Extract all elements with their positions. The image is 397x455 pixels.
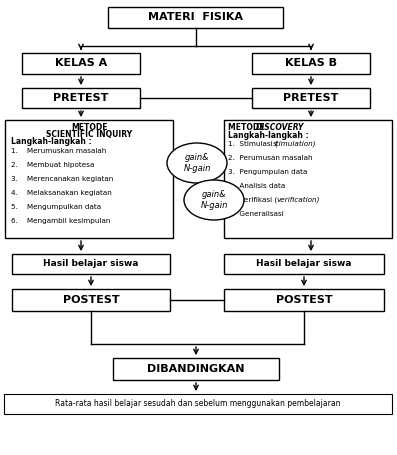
Bar — [224, 289, 384, 311]
Text: KELAS B: KELAS B — [285, 59, 337, 69]
Text: POSTEST: POSTEST — [63, 295, 119, 305]
Text: DISCOVERY: DISCOVERY — [256, 122, 304, 131]
Text: METODE: METODE — [71, 122, 107, 131]
Bar — [22, 88, 140, 108]
Text: 3.    Merencanakan kegiatan: 3. Merencanakan kegiatan — [11, 176, 113, 182]
Text: 2.    Membuat hipotesa: 2. Membuat hipotesa — [11, 162, 94, 168]
Bar — [113, 358, 279, 380]
Text: DIBANDINGKAN: DIBANDINGKAN — [147, 364, 245, 374]
Text: 4.    Melaksanakan kegiatan: 4. Melaksanakan kegiatan — [11, 190, 112, 196]
Text: Hasil belajar siswa: Hasil belajar siswa — [43, 259, 139, 268]
Text: 5.  Verifikasi (: 5. Verifikasi ( — [228, 197, 277, 203]
Text: 4.  Analisis data: 4. Analisis data — [228, 183, 285, 189]
Text: 3.  Pengumpulan data: 3. Pengumpulan data — [228, 169, 307, 175]
Text: KELAS A: KELAS A — [55, 59, 107, 69]
Text: Rata-rata hasil belajar sesudah dan sebelum menggunakan pembelajaran: Rata-rata hasil belajar sesudah dan sebe… — [55, 399, 341, 409]
Ellipse shape — [184, 180, 244, 220]
Text: POSTEST: POSTEST — [276, 295, 332, 305]
Bar — [12, 289, 170, 311]
Bar — [252, 88, 370, 108]
Text: Langkah-langkah :: Langkah-langkah : — [228, 131, 308, 140]
Text: 2.  Perumusan masalah: 2. Perumusan masalah — [228, 155, 312, 161]
Bar — [12, 254, 170, 274]
Text: PRETEST: PRETEST — [283, 93, 339, 103]
Text: 6.  Generalisasi: 6. Generalisasi — [228, 211, 284, 217]
Text: MATERI  FISIKA: MATERI FISIKA — [148, 12, 243, 22]
Ellipse shape — [167, 143, 227, 183]
Text: 1.  Stimulasi (: 1. Stimulasi ( — [228, 141, 278, 147]
Text: verification): verification) — [276, 197, 320, 203]
Bar — [5, 120, 173, 238]
Bar — [4, 394, 392, 414]
Text: 6.    Mengambil kesimpulan: 6. Mengambil kesimpulan — [11, 218, 110, 224]
Bar — [252, 53, 370, 74]
Text: 1.    Merumuskan masalah: 1. Merumuskan masalah — [11, 148, 106, 154]
Text: 5.    Mengumpulkan data: 5. Mengumpulkan data — [11, 204, 101, 210]
Text: SCIENTIFIC INQUIRY: SCIENTIFIC INQUIRY — [46, 130, 132, 138]
Text: stimulation): stimulation) — [273, 141, 317, 147]
Text: Hasil belajar siswa: Hasil belajar siswa — [256, 259, 352, 268]
Bar — [224, 254, 384, 274]
Text: METODE: METODE — [228, 122, 267, 131]
Text: gain&
N-gain: gain& N-gain — [183, 153, 211, 173]
Bar — [22, 53, 140, 74]
Text: gain&
N-gain: gain& N-gain — [200, 190, 228, 210]
Bar — [108, 7, 283, 28]
Bar — [224, 120, 392, 238]
Text: Langkah-langkah :: Langkah-langkah : — [11, 137, 92, 147]
Text: PRETEST: PRETEST — [53, 93, 109, 103]
